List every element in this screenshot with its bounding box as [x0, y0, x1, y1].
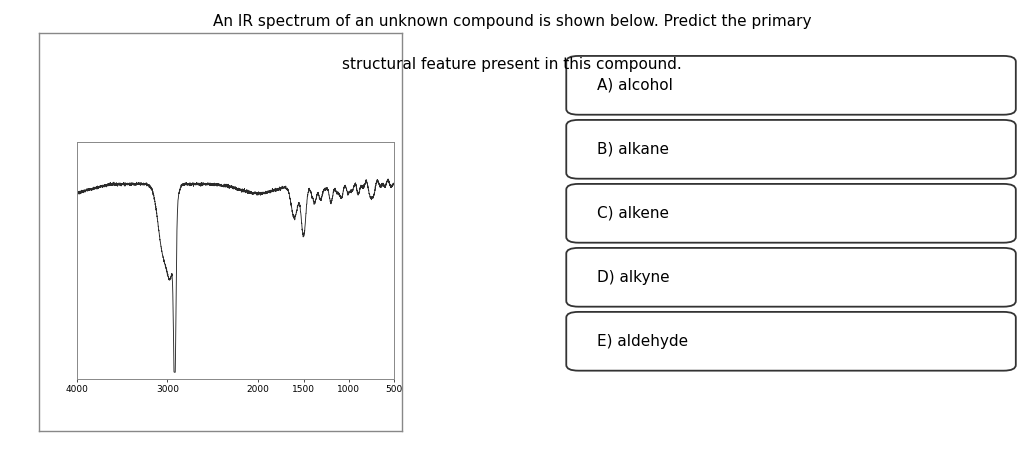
- FancyBboxPatch shape: [566, 56, 1016, 115]
- Text: B) alkane: B) alkane: [597, 142, 669, 157]
- FancyBboxPatch shape: [566, 184, 1016, 243]
- FancyBboxPatch shape: [566, 312, 1016, 371]
- FancyBboxPatch shape: [566, 248, 1016, 307]
- Text: A) alcohol: A) alcohol: [597, 78, 673, 93]
- Text: E) aldehyde: E) aldehyde: [597, 334, 688, 349]
- Text: C) alkene: C) alkene: [597, 206, 669, 221]
- Text: An IR spectrum of an unknown compound is shown below. Predict the primary: An IR spectrum of an unknown compound is…: [213, 14, 811, 29]
- Text: D) alkyne: D) alkyne: [597, 270, 670, 285]
- Text: structural feature present in this compound.: structural feature present in this compo…: [342, 57, 682, 72]
- FancyBboxPatch shape: [566, 120, 1016, 179]
